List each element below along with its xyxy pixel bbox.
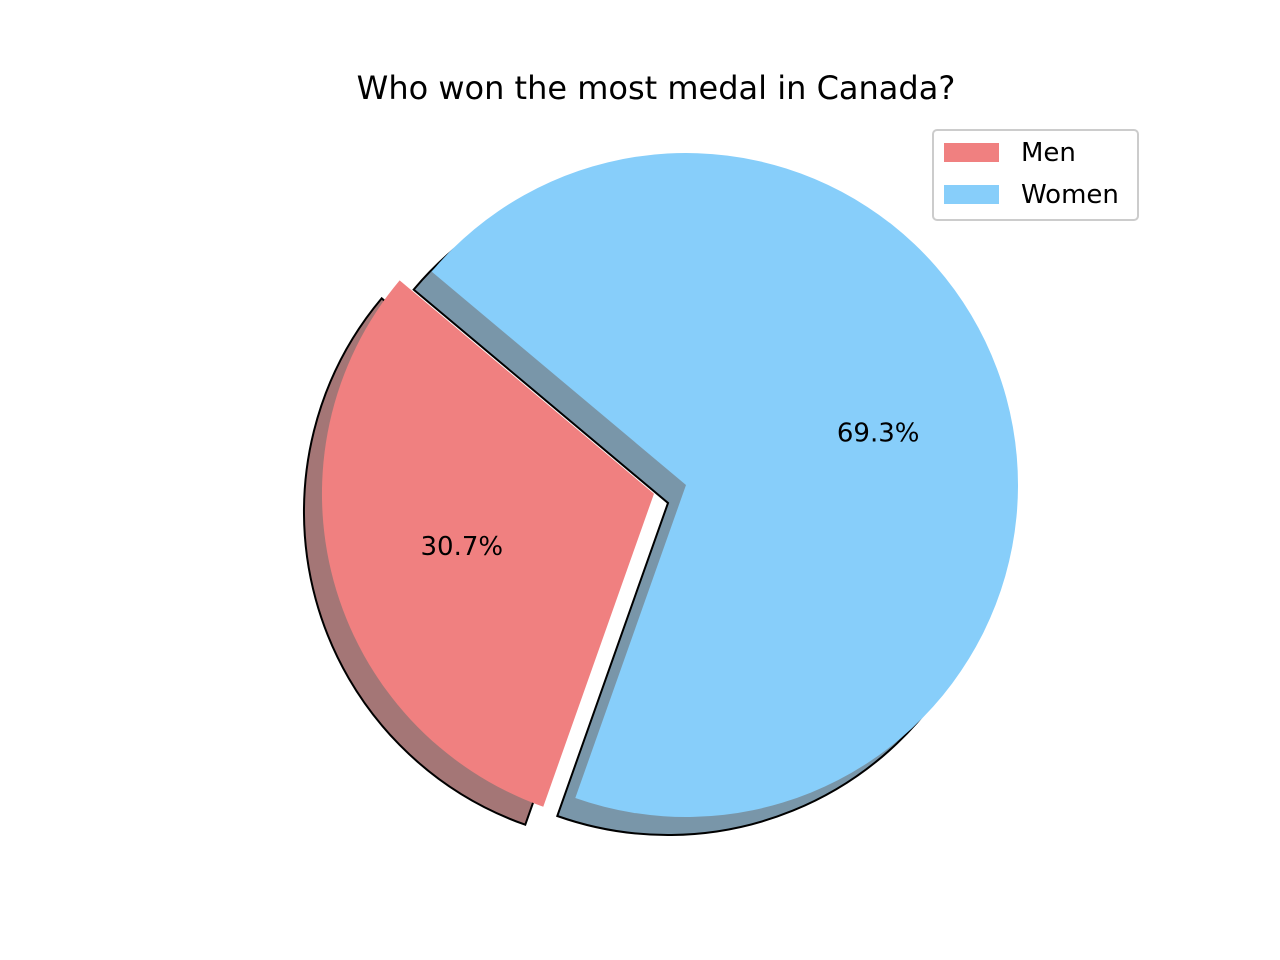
slice-labels: 30.7% 69.3% — [420, 419, 919, 563]
pie-slices — [321, 153, 1019, 818]
chart-title: Who won the most medal in Canada? — [357, 69, 956, 107]
slice-men — [321, 280, 654, 807]
legend: Men Women — [932, 129, 1139, 221]
legend-swatch-men — [944, 143, 999, 162]
legend-swatch-women — [944, 185, 999, 204]
legend-label-women: Women — [1021, 180, 1119, 210]
slice-label-men: 30.7% — [420, 532, 503, 562]
slice-label-women: 69.3% — [837, 419, 920, 449]
legend-label-men: Men — [1021, 138, 1076, 168]
slice-women — [431, 153, 1019, 818]
